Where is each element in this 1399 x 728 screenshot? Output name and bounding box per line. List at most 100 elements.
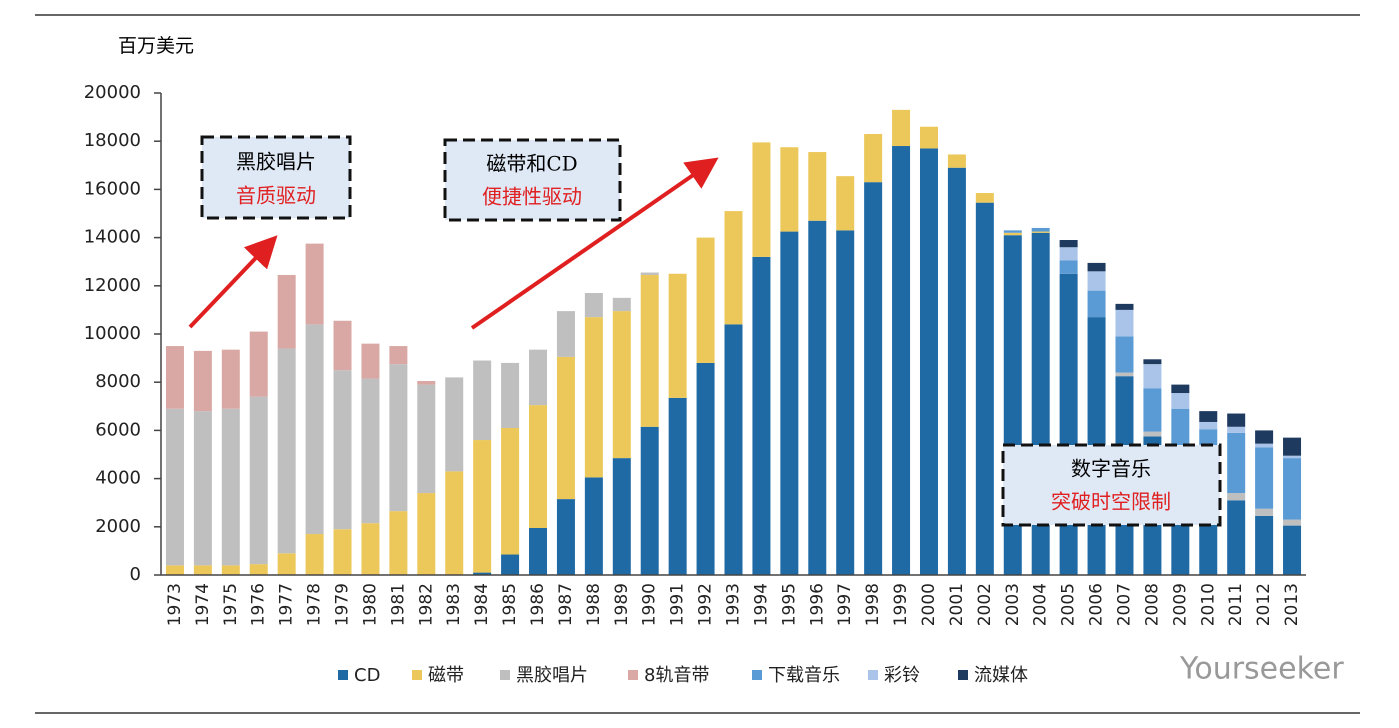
bar-segment	[473, 360, 492, 441]
x-tick-label: 2000	[919, 583, 939, 626]
x-tick-label: 2010	[1198, 583, 1218, 626]
annotation-box	[1001, 443, 1222, 527]
bar-segment	[249, 564, 268, 575]
x-tick-label: 2002	[975, 583, 995, 626]
annotation-box	[443, 138, 622, 222]
legend-label: 8轨音带	[644, 665, 709, 686]
annotation-text: 音质驱动	[236, 184, 316, 208]
x-tick-label: 1982	[416, 583, 436, 626]
y-tick-label: 18000	[84, 130, 141, 151]
x-tick-label: 2008	[1142, 583, 1162, 626]
bar-segment	[1255, 430, 1274, 444]
x-tick-label: 1988	[584, 583, 604, 626]
bar-segment	[1087, 290, 1106, 318]
bar-segment	[1227, 426, 1246, 433]
bar-segment	[1171, 393, 1190, 409]
bar-segment	[501, 427, 520, 555]
bar-segment	[193, 350, 212, 412]
legend-label: 磁带	[428, 665, 464, 686]
bar-segment	[724, 211, 743, 325]
legend-swatch	[628, 670, 638, 680]
bar-segment	[584, 477, 603, 575]
x-tick-label: 1980	[360, 583, 380, 626]
bar-segment	[780, 147, 799, 232]
x-tick-label: 2001	[947, 583, 967, 626]
x-tick-label: 2006	[1087, 583, 1107, 626]
x-tick-label: 1983	[444, 583, 464, 626]
bar-segment	[389, 511, 408, 575]
bar-segment	[249, 396, 268, 565]
bar-segment	[389, 346, 408, 365]
x-tick-label: 2007	[1114, 583, 1134, 626]
x-tick-label: 1989	[612, 583, 632, 626]
bar-segment	[193, 411, 212, 566]
bar-segment	[752, 142, 771, 257]
x-tick-label: 1986	[528, 583, 548, 626]
bar-segment	[305, 243, 324, 325]
bar-segment	[1003, 232, 1022, 236]
x-tick-label: 2013	[1282, 583, 1302, 626]
bar-segment	[919, 148, 938, 575]
bar-segment	[1255, 515, 1274, 575]
legend-swatch	[958, 670, 968, 680]
y-tick-label: 20000	[84, 82, 141, 103]
bar-segment	[1059, 240, 1078, 248]
bar-segment	[1031, 231, 1050, 233]
bar-segment	[333, 320, 352, 371]
bar-segment	[836, 176, 855, 231]
bar-segment	[221, 408, 240, 566]
bar-segment	[584, 293, 603, 318]
bar-segment	[864, 182, 883, 576]
bar-segment	[724, 324, 743, 575]
bar-segment	[612, 458, 631, 575]
bar-segment	[892, 109, 911, 147]
bar-segment	[333, 529, 352, 575]
arrow	[470, 157, 719, 330]
bar-segment	[1255, 443, 1274, 448]
bar-segment	[529, 405, 548, 529]
x-tick-label: 2005	[1059, 583, 1079, 626]
bar-segment	[947, 154, 966, 168]
y-tick-label: 14000	[84, 227, 141, 248]
legend-swatch	[868, 670, 878, 680]
bar-segment	[556, 356, 575, 500]
x-tick-label: 1979	[333, 583, 353, 626]
x-tick-label: 1998	[863, 583, 883, 626]
bar-segment	[1143, 359, 1162, 365]
bar-segment	[919, 126, 938, 149]
unit-label: 百万美元	[118, 35, 194, 57]
bar-segment	[361, 523, 380, 575]
x-tick-label: 1987	[556, 583, 576, 626]
bar-segment	[612, 297, 631, 312]
bar-segment	[361, 343, 380, 379]
bar-segment	[1059, 273, 1078, 575]
bar-segment	[1227, 432, 1246, 494]
legend-label: 彩铃	[884, 665, 920, 686]
y-tick-label: 12000	[84, 275, 141, 296]
bar-segment	[165, 408, 184, 566]
bar-segment	[1255, 508, 1274, 516]
x-tick-label: 1994	[751, 583, 771, 626]
legend-label: CD	[354, 665, 380, 686]
bar-segment	[389, 364, 408, 512]
x-tick-label: 1973	[165, 583, 185, 626]
bar-segment	[305, 534, 324, 575]
legend-swatch	[412, 670, 422, 680]
bar-segment	[668, 273, 687, 398]
bar-segment	[1171, 384, 1190, 394]
y-tick-label: 4000	[95, 468, 141, 489]
bar-segment	[277, 348, 296, 554]
bar-segment	[193, 565, 212, 575]
bar-segment	[1087, 271, 1106, 291]
annotation-text: 便捷性驱动	[482, 185, 582, 209]
x-tick-label: 1997	[835, 583, 855, 626]
bar-segment	[1115, 309, 1134, 337]
bar-segment	[1199, 421, 1218, 430]
x-tick-label: 1985	[500, 583, 520, 626]
bar-segment	[1283, 458, 1302, 520]
x-tick-label: 1977	[277, 583, 297, 626]
bar-segment	[1227, 500, 1246, 575]
legend-label: 黑胶唱片	[516, 665, 588, 686]
bar-segment	[752, 256, 771, 575]
